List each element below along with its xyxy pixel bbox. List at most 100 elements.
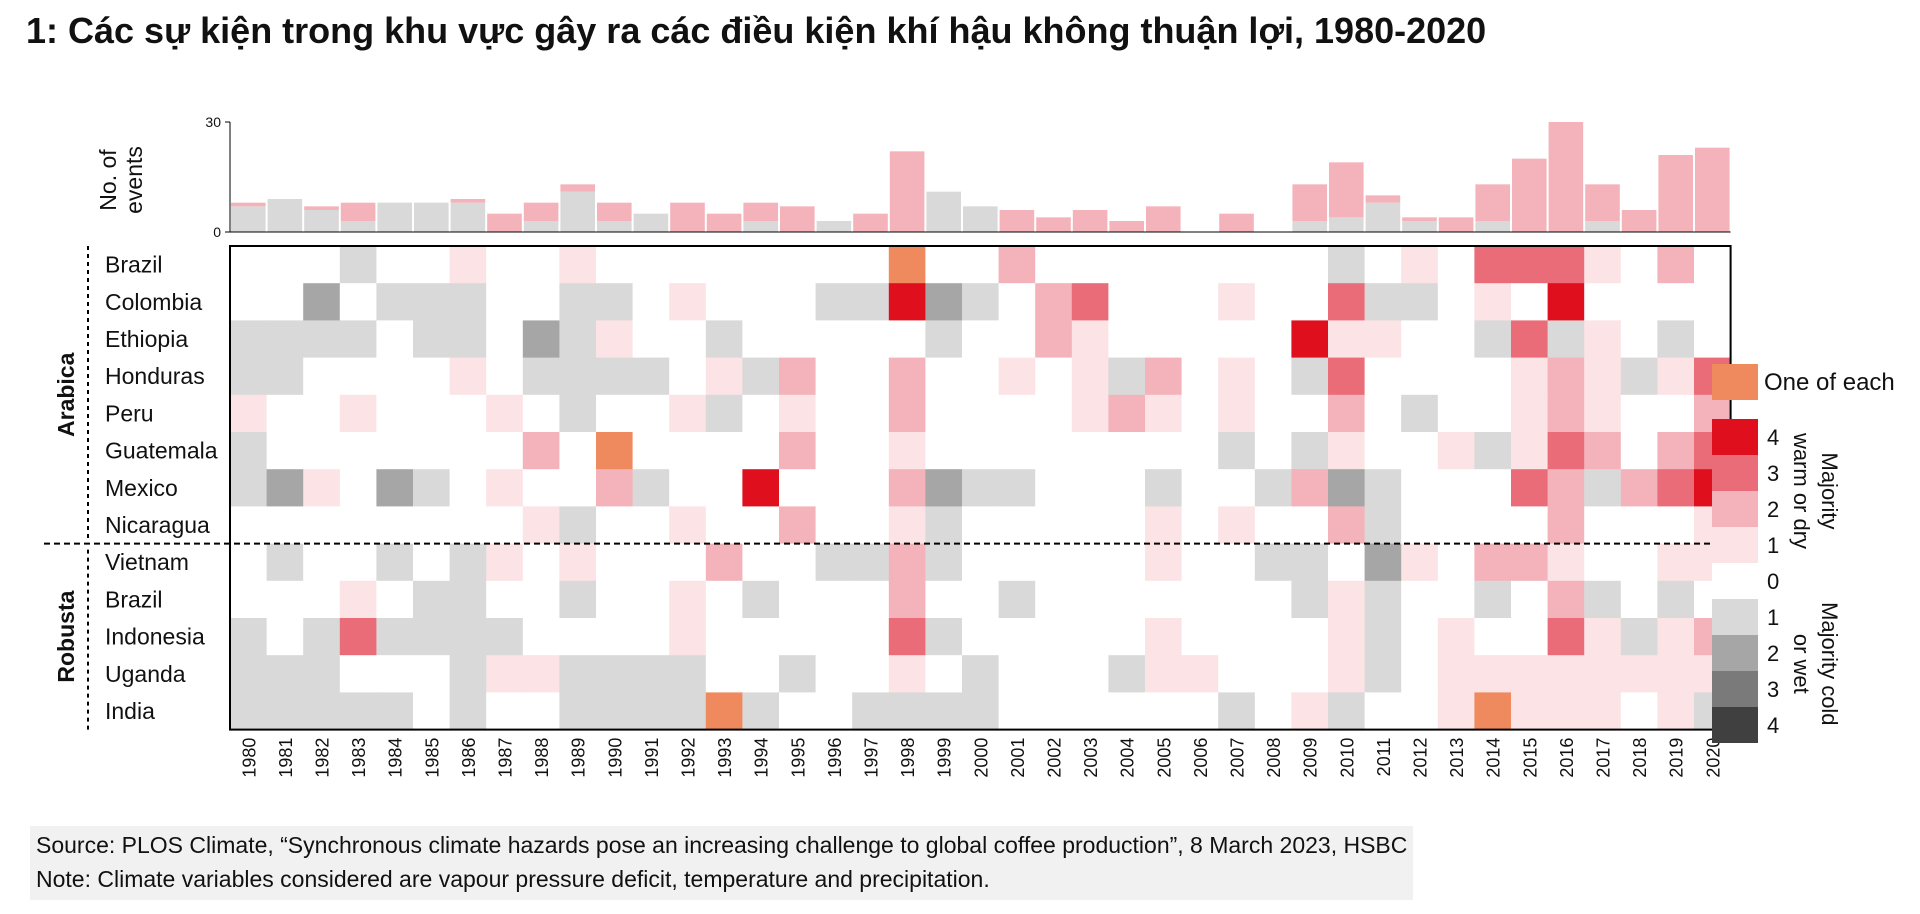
cell-robusta-indonesia-2009 bbox=[1291, 618, 1329, 656]
bar-dry-2011 bbox=[1365, 195, 1401, 203]
cell-arabica-brazil-2004 bbox=[1108, 246, 1146, 284]
cell-robusta-vietnam-1987 bbox=[486, 543, 524, 582]
cell-arabica-colombia-1990 bbox=[596, 283, 633, 321]
cell-robusta-indonesia-1995 bbox=[779, 618, 816, 656]
cell-robusta-uganda-2002 bbox=[1035, 655, 1073, 693]
cell-arabica-honduras-1986 bbox=[449, 357, 487, 396]
legend-label-level-2: 2 bbox=[1767, 497, 1779, 522]
cell-arabica-brazil-2016 bbox=[1547, 246, 1585, 284]
cell-arabica-peru-1994 bbox=[742, 394, 780, 433]
row-label-arabica-colombia: Colombia bbox=[105, 289, 202, 315]
cell-robusta-vietnam-2000 bbox=[962, 543, 999, 582]
cell-robusta-indonesia-1993 bbox=[705, 618, 743, 656]
cell-arabica-peru-2003 bbox=[1071, 394, 1109, 433]
cell-arabica-peru-1989 bbox=[559, 394, 597, 433]
cell-arabica-colombia-2016 bbox=[1547, 283, 1585, 321]
cell-robusta-vietnam-2017 bbox=[1584, 543, 1622, 582]
bar-chart-y-axis: 0 30 No. of events bbox=[95, 114, 1731, 240]
cell-robusta-brazil-2012 bbox=[1401, 580, 1439, 619]
cell-robusta-uganda-1986 bbox=[449, 655, 487, 693]
bar-dry-1986 bbox=[450, 199, 486, 203]
cell-robusta-brazil-1986 bbox=[449, 580, 487, 619]
cell-robusta-uganda-2015 bbox=[1511, 655, 1548, 693]
legend-cold-title-line1: Majority cold bbox=[1817, 602, 1842, 725]
bar-wet-1988 bbox=[523, 221, 559, 232]
cell-arabica-guatemala-2007 bbox=[1218, 432, 1256, 470]
cell-arabica-colombia-2003 bbox=[1071, 283, 1109, 321]
cell-robusta-vietnam-1997 bbox=[852, 543, 890, 582]
cell-robusta-indonesia-2011 bbox=[1364, 618, 1402, 656]
cell-robusta-indonesia-1982 bbox=[303, 618, 341, 656]
cell-arabica-honduras-1987 bbox=[486, 357, 524, 396]
cell-arabica-nicaragua-2007 bbox=[1218, 506, 1256, 544]
cell-arabica-honduras-2018 bbox=[1620, 357, 1658, 396]
legend-swatch-level-6 bbox=[1712, 635, 1758, 671]
cell-arabica-guatemala-2015 bbox=[1511, 432, 1548, 470]
cell-robusta-brazil-1996 bbox=[815, 580, 853, 619]
cell-arabica-peru-2016 bbox=[1547, 394, 1585, 433]
cell-robusta-india-2019 bbox=[1657, 692, 1695, 730]
cell-arabica-colombia-1982 bbox=[303, 283, 341, 321]
bar-dry-1993 bbox=[706, 213, 742, 232]
row-label-arabica-ethiopia: Ethiopia bbox=[105, 326, 188, 352]
cell-robusta-vietnam-1994 bbox=[742, 543, 780, 582]
cell-arabica-honduras-2010 bbox=[1328, 357, 1365, 396]
bar-wet-2012 bbox=[1402, 221, 1437, 232]
cell-arabica-mexico-1998 bbox=[888, 469, 926, 507]
cell-arabica-nicaragua-1992 bbox=[669, 506, 707, 544]
cell-robusta-uganda-1982 bbox=[303, 655, 341, 693]
cell-arabica-colombia-1999 bbox=[925, 283, 963, 321]
cell-arabica-guatemala-2013 bbox=[1437, 432, 1475, 470]
cell-arabica-ethiopia-2003 bbox=[1071, 320, 1109, 358]
cell-robusta-indonesia-2000 bbox=[962, 618, 999, 656]
cell-robusta-uganda-2013 bbox=[1437, 655, 1475, 693]
cell-robusta-brazil-1992 bbox=[669, 580, 707, 619]
cell-arabica-brazil-1980 bbox=[230, 246, 267, 284]
cell-arabica-colombia-2020 bbox=[1694, 283, 1731, 321]
cell-arabica-peru-1987 bbox=[486, 394, 524, 433]
cell-robusta-vietnam-1988 bbox=[522, 543, 560, 582]
row-label-robusta-uganda: Uganda bbox=[105, 661, 186, 687]
cell-robusta-brazil-2006 bbox=[1181, 580, 1219, 619]
cell-robusta-brazil-1988 bbox=[522, 580, 560, 619]
cell-robusta-vietnam-2004 bbox=[1108, 543, 1146, 582]
cell-arabica-nicaragua-2006 bbox=[1181, 506, 1219, 544]
cell-arabica-brazil-1986 bbox=[449, 246, 487, 284]
cell-robusta-vietnam-1985 bbox=[413, 543, 450, 582]
cell-arabica-mexico-2015 bbox=[1511, 469, 1548, 507]
cell-robusta-brazil-2013 bbox=[1437, 580, 1475, 619]
cell-robusta-brazil-2010 bbox=[1328, 580, 1365, 619]
cell-arabica-peru-1982 bbox=[303, 394, 341, 433]
cell-arabica-colombia-1994 bbox=[742, 283, 780, 321]
cell-arabica-ethiopia-2018 bbox=[1620, 320, 1658, 358]
cell-arabica-nicaragua-1986 bbox=[449, 506, 487, 544]
bar-dry-2001 bbox=[999, 210, 1035, 232]
bar-dry-2018 bbox=[1621, 210, 1657, 232]
cell-robusta-india-1985 bbox=[413, 692, 450, 730]
cell-arabica-brazil-2000 bbox=[962, 246, 999, 284]
cell-arabica-ethiopia-2007 bbox=[1218, 320, 1256, 358]
row-label-robusta-vietnam: Vietnam bbox=[105, 549, 189, 575]
cell-arabica-honduras-2011 bbox=[1364, 357, 1402, 396]
cell-arabica-colombia-1984 bbox=[376, 283, 414, 321]
cell-robusta-brazil-2014 bbox=[1474, 580, 1512, 619]
cell-arabica-colombia-2012 bbox=[1401, 283, 1439, 321]
cell-robusta-indonesia-1983 bbox=[339, 618, 377, 656]
cell-arabica-colombia-1998 bbox=[888, 283, 926, 321]
cell-robusta-indonesia-2008 bbox=[1254, 618, 1292, 656]
cell-robusta-indonesia-1984 bbox=[376, 618, 414, 656]
cell-arabica-honduras-1990 bbox=[596, 357, 633, 396]
bar-dry-2016 bbox=[1548, 122, 1584, 232]
cell-arabica-colombia-2005 bbox=[1145, 283, 1182, 321]
cell-robusta-indonesia-1991 bbox=[632, 618, 670, 656]
cell-arabica-brazil-1983 bbox=[339, 246, 377, 284]
bar-wet-1986 bbox=[450, 202, 486, 232]
cell-arabica-honduras-1983 bbox=[339, 357, 377, 396]
cell-arabica-honduras-2002 bbox=[1035, 357, 1073, 396]
cell-robusta-india-2007 bbox=[1218, 692, 1256, 730]
cell-robusta-indonesia-2001 bbox=[998, 618, 1036, 656]
cell-arabica-mexico-2002 bbox=[1035, 469, 1073, 507]
cell-arabica-ethiopia-2004 bbox=[1108, 320, 1146, 358]
cell-arabica-brazil-2020 bbox=[1694, 246, 1731, 284]
bar-dry-2005 bbox=[1146, 206, 1181, 232]
